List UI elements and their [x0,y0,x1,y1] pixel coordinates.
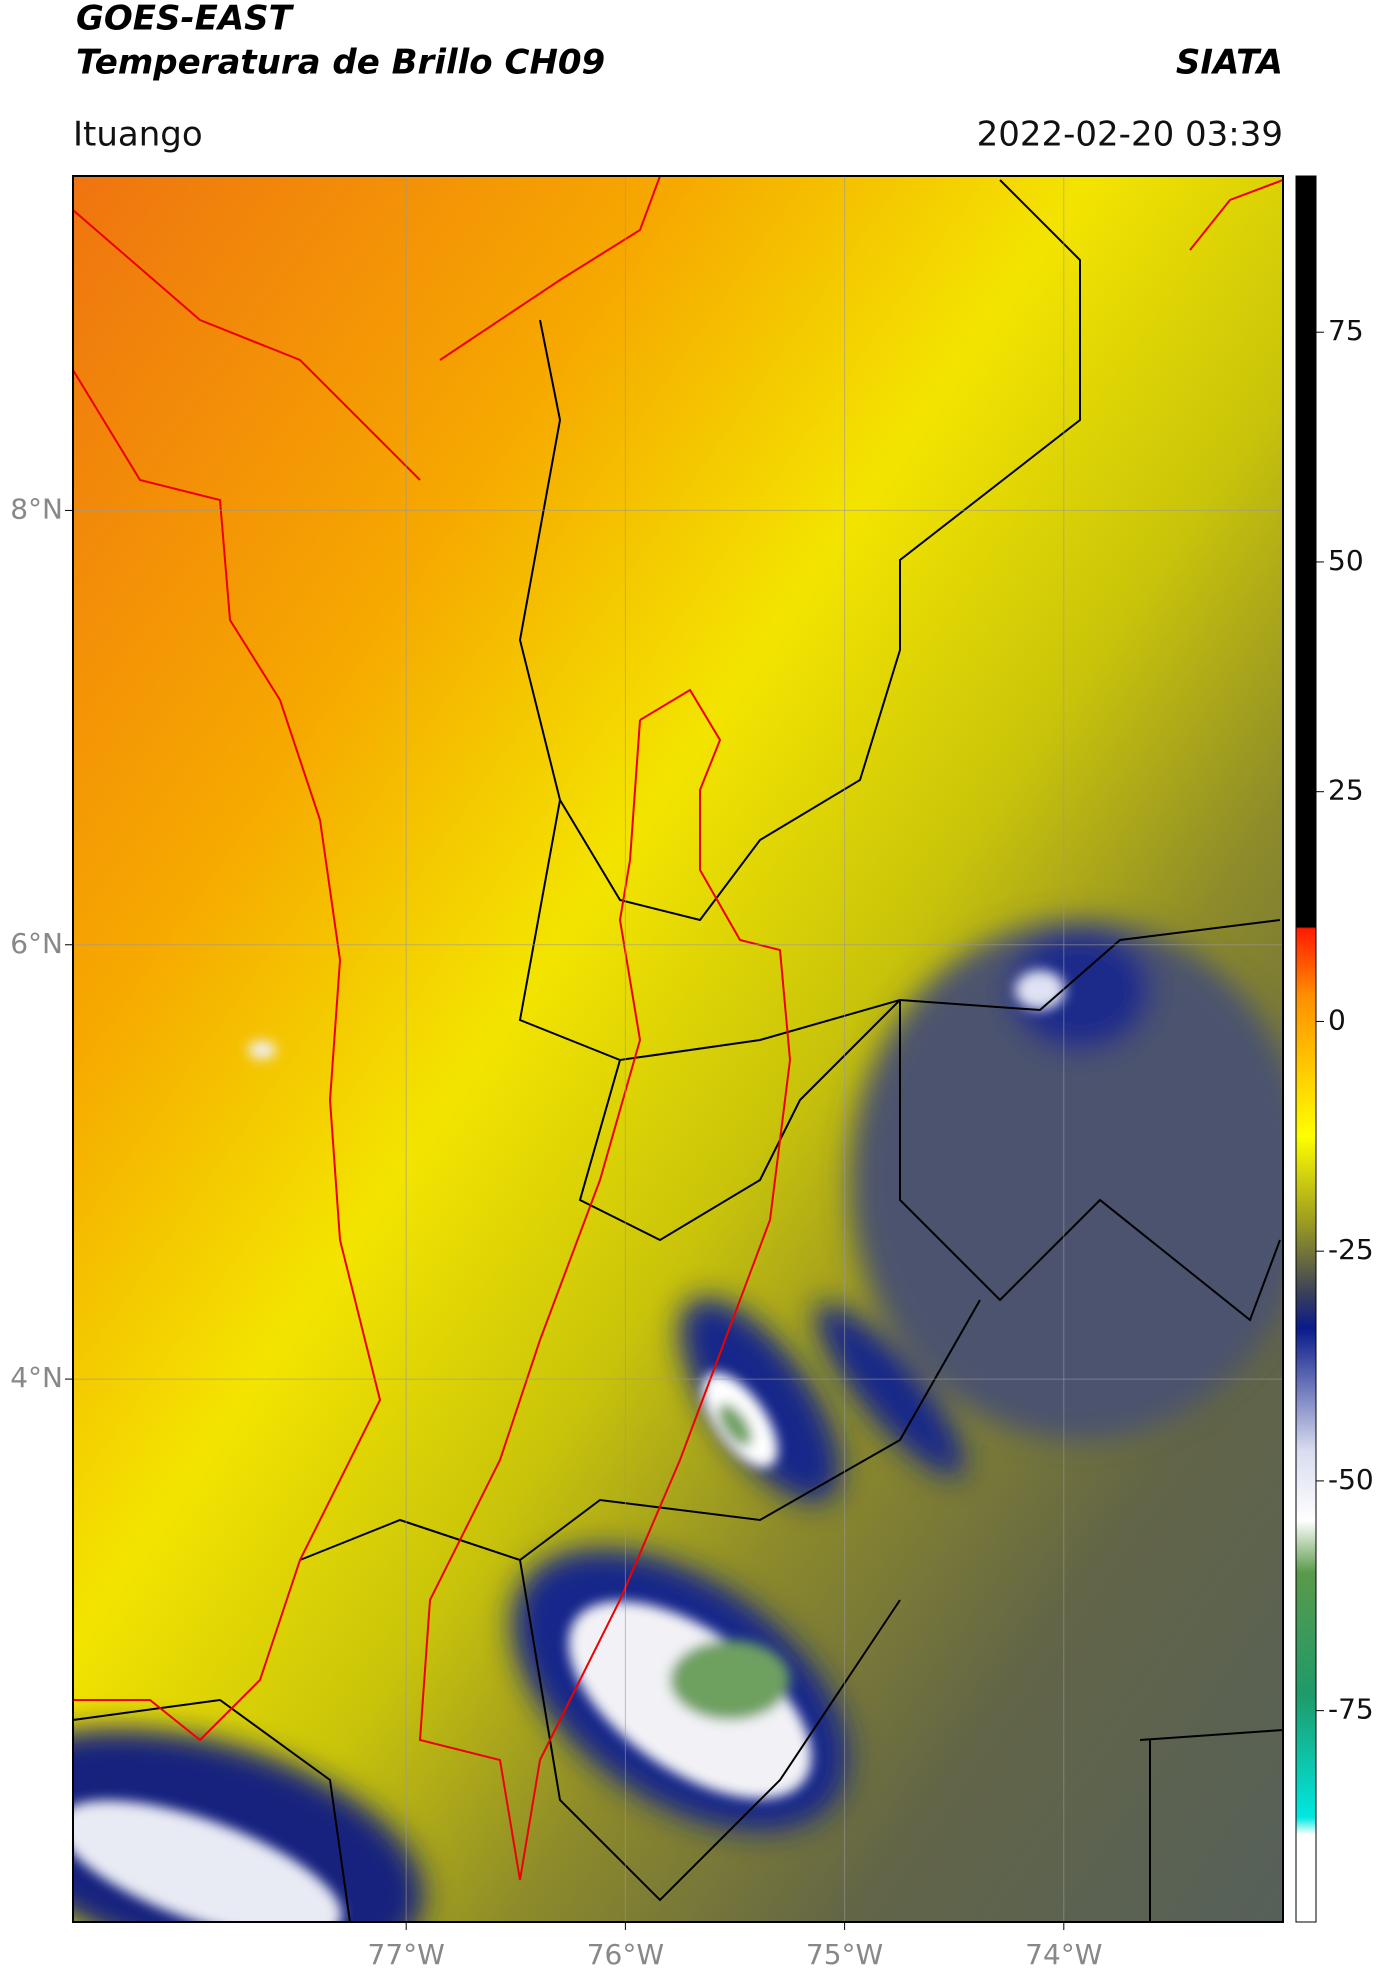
grid [73,176,1283,1922]
location: Ituango [73,115,203,155]
colorbar-tick-label: -25 [1328,1233,1374,1266]
colorbar-tick-label: -75 [1328,1693,1374,1726]
x-tick-label: 77°W [368,1938,445,1971]
y-tick-label: 6°N [10,927,63,960]
x-tick-label: 74°W [1025,1938,1102,1971]
satellite-image [73,176,1283,1922]
colorbar-tick-label: 50 [1328,544,1364,577]
colorbar-tick-label: 25 [1328,774,1364,807]
y-tick-label: 4°N [10,1361,63,1394]
colorbar-tick-label: -50 [1328,1463,1374,1496]
title: GOES-EAST [76,0,295,39]
datetime: 2022-02-20 03:39 [977,115,1283,155]
subtitle: Temperatura de Brillo CH09 [76,43,605,83]
map-frame [72,175,1284,1923]
x-tick-label: 76°W [587,1938,664,1971]
x-tick-label: 75°W [806,1938,883,1971]
colorbar [1295,175,1317,1923]
colorbar-tick-label: 75 [1328,314,1364,347]
colorbar-tick-label: 0 [1328,1003,1346,1036]
brand: SIATA [1176,43,1283,83]
y-tick-label: 8°N [10,492,63,525]
